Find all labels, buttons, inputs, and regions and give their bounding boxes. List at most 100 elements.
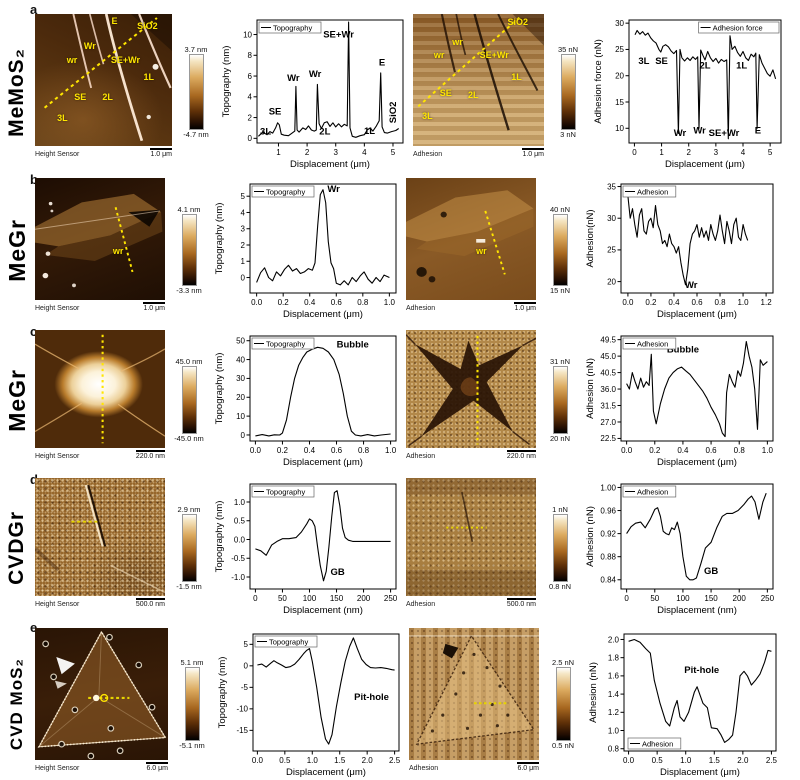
- svg-text:4: 4: [248, 93, 253, 102]
- svg-text:Wr: Wr: [674, 128, 687, 139]
- sensor-caption: Height Sensor: [35, 601, 80, 608]
- chart-e-adhesion: 0.0 0.5 1.0 1.5 2.0 2.5 0.8 1.0 1.2 1.4 1.6 1.8 2.0 D…: [588, 633, 778, 778]
- afm-height-image-a: E SiO2 Wr wr SE+Wr 1L SE 2L 3L: [35, 14, 172, 146]
- sensor-caption: Adhesion: [406, 305, 436, 312]
- svg-text:0.5: 0.5: [279, 756, 291, 765]
- svg-text:0.4: 0.4: [304, 298, 316, 307]
- adhesion-image-block-c: Adhesion 220.0 nm: [406, 330, 536, 460]
- svg-text:250: 250: [384, 594, 398, 603]
- height-image-block-e: Height Sensor 6.0 μm: [35, 628, 168, 772]
- svg-text:SE+Wr: SE+Wr: [323, 30, 354, 41]
- colorbar-gradient: [555, 667, 571, 741]
- svg-text:100: 100: [303, 594, 317, 603]
- panel-letter-a: a: [30, 2, 38, 17]
- afm-region-label: 2L: [467, 89, 479, 100]
- afm-caption-a-height: Height Sensor 1.0 μm: [35, 146, 172, 158]
- sensor-caption: Height Sensor: [35, 453, 80, 460]
- chart-c-topography: 0.0 0.2 0.4 0.6 0.8 1.0 0 10 20 30 40 50 Displacemen…: [214, 335, 397, 468]
- svg-text:0.8: 0.8: [734, 446, 746, 455]
- svg-text:6: 6: [248, 72, 253, 81]
- svg-text:Wr: Wr: [685, 280, 698, 291]
- svg-text:0.4: 0.4: [668, 298, 680, 307]
- colorbar-min: -3.3 nm: [176, 286, 202, 295]
- svg-text:4: 4: [741, 148, 746, 157]
- adhesion-image-block-b: wr Adhesion 1.0 μm: [406, 178, 536, 312]
- colorbar-min: 0.5 nN: [551, 741, 575, 750]
- afm-height-image-e: [35, 628, 168, 760]
- svg-text:3L: 3L: [638, 56, 649, 67]
- colorbar-max: 35 nN: [557, 45, 578, 54]
- svg-text:Topography: Topography: [273, 24, 312, 33]
- afm-art-d-height: [35, 484, 165, 594]
- colorbar-d-height: 2.9 nm -1.5 nm: [168, 478, 210, 618]
- row-label-zone: MeMoS₂: [2, 14, 32, 170]
- row-label-megr: MeGr: [3, 218, 30, 282]
- colorbar-gradient: [181, 214, 197, 286]
- scale-bar: 1.0 μm: [522, 148, 544, 158]
- svg-text:1.2: 1.2: [761, 298, 773, 307]
- svg-text:10: 10: [615, 124, 624, 133]
- afm-art-a-adhesion: [417, 14, 544, 131]
- colorbar-c-adhesion: 31 nN 20 nN: [539, 330, 581, 470]
- afm-region-label: SE: [74, 92, 87, 103]
- svg-text:Topography (nm): Topography (nm): [214, 501, 225, 573]
- svg-text:0.6: 0.6: [691, 298, 703, 307]
- colorbar-e-adhesion: 2.5 nN 0.5 nN: [542, 628, 584, 780]
- svg-text:Adhesion force (nN): Adhesion force (nN): [593, 39, 604, 123]
- figure-row-a: a MeMoS₂ E SiO2 Wr wr SE+Wr 1L SE 2L 3L Height S…: [0, 0, 800, 170]
- svg-text:Displacement (μm): Displacement (μm): [657, 457, 737, 468]
- figure-row-b: b MeGr wr Height Sensor 1.0: [0, 170, 800, 322]
- svg-text:0.88: 0.88: [600, 552, 616, 561]
- svg-text:50: 50: [236, 337, 245, 346]
- svg-text:1.0: 1.0: [234, 498, 246, 507]
- scale-bar: 6.0 μm: [146, 762, 168, 772]
- svg-text:Topography: Topography: [269, 638, 308, 647]
- svg-text:30: 30: [236, 374, 245, 383]
- svg-text:0.4: 0.4: [304, 446, 316, 455]
- svg-text:22.5: 22.5: [600, 434, 616, 443]
- afm-art-e-adhesion: [409, 634, 539, 745]
- afm-art-c-adhesion: [406, 334, 536, 447]
- sensor-caption: Adhesion: [406, 601, 436, 608]
- svg-text:27.0: 27.0: [600, 418, 616, 427]
- svg-text:5: 5: [244, 640, 249, 649]
- svg-text:Adhesion force: Adhesion force: [713, 24, 763, 33]
- svg-text:150: 150: [704, 594, 718, 603]
- svg-text:2.5: 2.5: [766, 756, 778, 765]
- svg-text:Pit-hole: Pit-hole: [684, 665, 719, 676]
- svg-text:Topography: Topography: [266, 488, 305, 497]
- svg-text:2.0: 2.0: [737, 756, 749, 765]
- chart-d-adhesion: 0 50 100 150 200 250 0.84 0.88 0.92 0.96 1.00 Displ…: [585, 483, 775, 616]
- svg-text:0.6: 0.6: [706, 446, 718, 455]
- svg-text:1: 1: [276, 148, 281, 157]
- chart-a-topography: 1 2 3 4 5 0 2 4 6 8 10 Displacement (μm) Topography …: [221, 19, 404, 170]
- svg-text:31.5: 31.5: [600, 401, 616, 410]
- svg-text:Displacement (nm): Displacement (nm): [657, 605, 737, 616]
- svg-text:25: 25: [615, 45, 624, 54]
- svg-text:10: 10: [243, 30, 252, 39]
- afm-region-label: wr: [66, 55, 78, 66]
- svg-text:1.0: 1.0: [680, 756, 692, 765]
- afm-adhesion-image-b: wr: [406, 178, 536, 300]
- afm-height-image-d: [35, 478, 165, 596]
- svg-text:35: 35: [607, 182, 616, 191]
- colorbar-gradient: [552, 366, 568, 434]
- defect-dots: [430, 652, 510, 733]
- svg-text:0.0: 0.0: [250, 446, 262, 455]
- svg-text:0.5: 0.5: [234, 517, 246, 526]
- svg-text:Displacement (μm): Displacement (μm): [283, 309, 363, 320]
- colorbar-gradient: [184, 667, 200, 741]
- svg-text:20: 20: [615, 72, 624, 81]
- svg-text:200: 200: [357, 594, 371, 603]
- figure-row-d: d CVDGr Height Sensor 500.0 nm 2.9 nm -1…: [0, 470, 800, 618]
- svg-text:1.0: 1.0: [737, 298, 749, 307]
- svg-text:Topography (nm): Topography (nm): [217, 657, 228, 729]
- adhesion-image-block-e: Adhesion 6.0 μm: [409, 628, 539, 772]
- svg-text:0.6: 0.6: [331, 446, 343, 455]
- figure-row-c: c MeGr Height Sensor 220.0 nm 45.0 nm -4…: [0, 322, 800, 470]
- colorbar-b-height: 4.1 nm -3.3 nm: [168, 178, 210, 322]
- colorbar-max: 3.7 nm: [184, 45, 208, 54]
- svg-text:2.0: 2.0: [362, 756, 374, 765]
- svg-text:2: 2: [241, 241, 246, 250]
